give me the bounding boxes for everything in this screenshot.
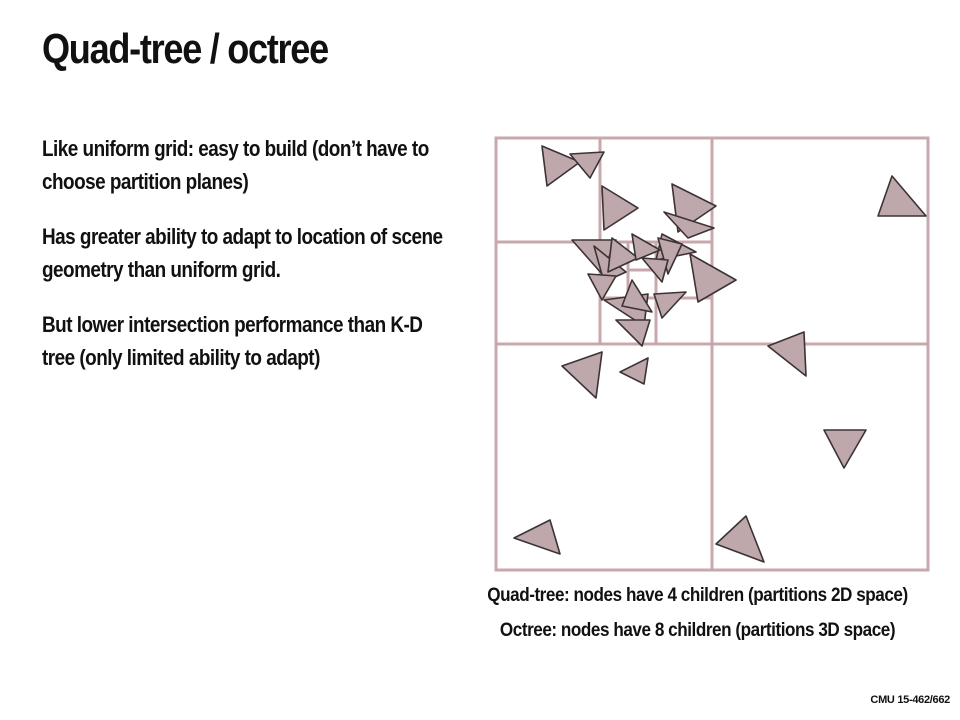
triangle — [715, 515, 765, 563]
triangle — [619, 357, 649, 385]
grid-cell — [494, 240, 602, 346]
bullet-list: Like uniform grid: easy to build (don’t … — [42, 132, 502, 396]
triangle — [569, 151, 605, 179]
caption-quadtree: Quad-tree: nodes have 4 children (partit… — [487, 585, 908, 606]
caption-octree: Octree: nodes have 8 children (partition… — [499, 620, 896, 641]
triangles — [513, 145, 927, 563]
triangle — [513, 519, 561, 555]
slide-title: Quad-tree / octree — [42, 25, 329, 72]
triangle — [587, 273, 617, 301]
triangle — [653, 291, 687, 319]
triangle — [561, 351, 603, 399]
triangle — [657, 237, 683, 275]
triangle — [601, 185, 639, 231]
triangle — [767, 331, 807, 377]
triangle — [621, 279, 653, 313]
bullet-item: Like uniform grid: easy to build (don’t … — [42, 136, 429, 194]
triangle — [631, 233, 661, 261]
quadtree-svg — [494, 136, 930, 572]
triangle — [615, 319, 651, 347]
quadtree-diagram — [492, 134, 932, 579]
triangle — [641, 257, 669, 283]
triangle — [663, 211, 715, 239]
bullet-item: Has greater ability to adapt to location… — [42, 224, 443, 282]
quadtree-grid — [494, 136, 930, 572]
triangle — [877, 175, 927, 217]
bullet-item: But lower intersection performance than … — [42, 312, 423, 370]
triangle — [689, 253, 737, 303]
triangle — [607, 237, 639, 273]
triangle — [541, 145, 581, 187]
triangle — [823, 429, 867, 469]
course-footer: CMU 15-462/662 — [870, 694, 950, 706]
